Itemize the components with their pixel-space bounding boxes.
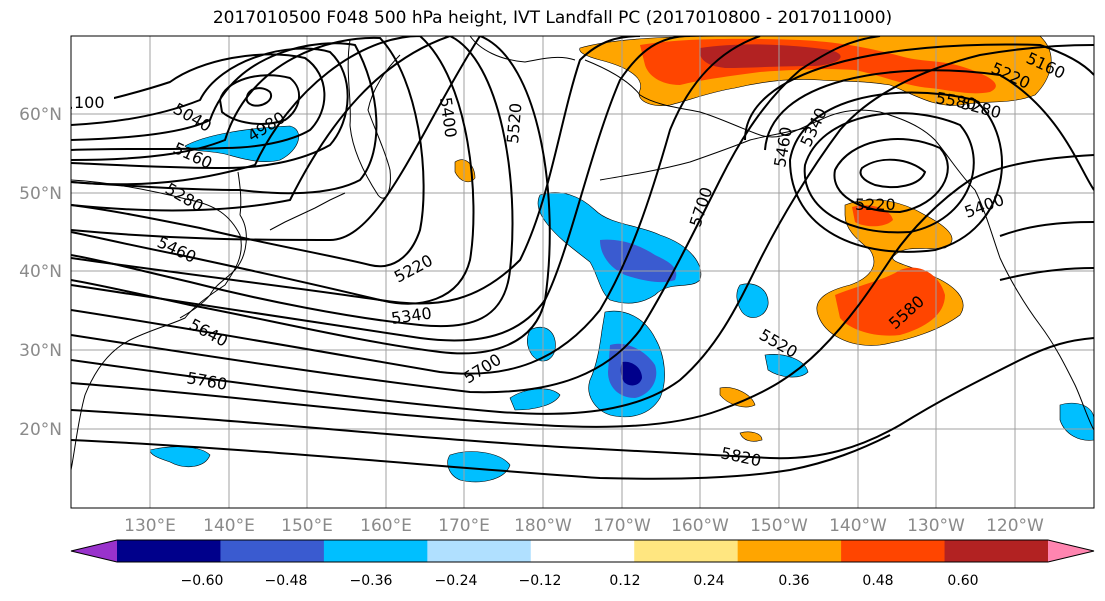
coast-japan — [179, 214, 247, 319]
contour-line — [71, 36, 881, 394]
contour-line — [744, 43, 1094, 141]
contour-line — [788, 91, 1003, 253]
lat-label: 20°N — [19, 420, 62, 440]
contour-line — [764, 69, 1094, 191]
ivt-shade-northeast-pacific-red — [835, 267, 945, 336]
ivt-shade-small-blue-5 — [447, 451, 511, 483]
coast-siberia — [469, 36, 576, 63]
colorbar-tick-label: 0.12 — [609, 573, 640, 589]
lon-label: 140°E — [203, 516, 255, 536]
contour-line — [71, 42, 378, 195]
colorbar-segment — [737, 540, 842, 562]
colorbar-segment — [944, 540, 1049, 562]
lon-label: 140°W — [829, 516, 887, 536]
contour-line — [71, 36, 551, 355]
colorbar-tick-label: −0.48 — [265, 573, 308, 589]
ivt-shade-small-orange-2 — [719, 387, 756, 408]
coast-aleutians — [599, 127, 806, 181]
map-frame — [70, 35, 1095, 509]
coast-kurils — [269, 192, 346, 231]
contour-line — [71, 44, 1094, 415]
ivt-shade-small-orange-3 — [739, 431, 763, 442]
lon-label: 120°W — [986, 516, 1044, 536]
colorbar-tick-label: −0.36 — [350, 573, 393, 589]
colorbar-outline — [70, 539, 1095, 563]
contour-line — [71, 36, 475, 305]
lon-label: 150°E — [281, 516, 333, 536]
lon-label: 180°W — [514, 516, 572, 536]
ivt-shade-small-blue-2 — [509, 388, 561, 411]
lon-label: 170°W — [593, 516, 651, 536]
colorbar: −0.60 −0.48 −0.36 −0.24 −0.12 0.12 0.24 … — [70, 539, 1095, 589]
contour-line — [999, 221, 1094, 237]
coast-asia — [71, 179, 242, 471]
coast-north-america — [974, 189, 1094, 431]
contour-line — [833, 138, 949, 214]
contour-label-5520: 5520 — [503, 102, 525, 144]
map-title: 2017010500 F048 500 hPa height, IVT Land… — [212, 8, 893, 28]
latitude-labels: 60°N 50°N 40°N 30°N 20°N — [19, 105, 62, 440]
lon-label: 150°W — [750, 516, 808, 536]
colorbar-extend-max — [1048, 540, 1094, 562]
lon-label: 130°E — [124, 516, 176, 536]
lat-label: 30°N — [19, 341, 62, 361]
colorbar-segment — [427, 540, 532, 562]
contour-label-100: 100 — [74, 93, 105, 112]
colorbar-tick-label: −0.12 — [519, 573, 562, 589]
contour-line — [71, 36, 514, 328]
colorbar-segment — [841, 540, 946, 562]
contour-line — [71, 36, 761, 375]
contour-line — [245, 87, 273, 107]
coast-alaska — [584, 59, 976, 191]
ivt-shade-small-blue-1 — [526, 326, 556, 362]
lon-label: 130°W — [907, 516, 965, 536]
colorbar-tick-labels: −0.60 −0.48 −0.36 −0.24 −0.12 0.12 0.24 … — [181, 573, 979, 589]
contour-line — [71, 47, 349, 170]
ivt-shade-subtropical-max — [620, 361, 642, 386]
colorbar-extend-min — [71, 540, 117, 562]
contour-line — [71, 434, 891, 480]
colorbar-tick-label: −0.60 — [181, 573, 224, 589]
contour-line — [71, 36, 691, 342]
lat-label: 50°N — [19, 184, 62, 204]
colorbar-tick-label: −0.24 — [435, 573, 478, 589]
contour-line — [71, 36, 641, 305]
colorbar-segment — [634, 540, 739, 562]
contour-line — [859, 158, 927, 189]
colorbar-segment — [117, 540, 221, 562]
ivt-shade-small-blue-7 — [1059, 402, 1094, 441]
lon-label: 160°E — [360, 516, 412, 536]
contour-line — [71, 154, 1094, 428]
colorbar-tick-label: 0.36 — [778, 573, 809, 589]
colorbar-segment — [323, 540, 428, 562]
contour-line — [803, 112, 975, 234]
contour-label-5220: 5220 — [855, 195, 896, 214]
colorbar-segment — [530, 540, 635, 562]
contour-line — [71, 36, 425, 268]
contour-line — [71, 337, 1094, 460]
longitude-labels: 130°E 140°E 150°E 160°E 170°E 180°W 170°… — [124, 516, 1044, 536]
ivt-shade-small-blue-4 — [764, 354, 809, 378]
colorbar-tick-label: 0.24 — [693, 573, 724, 589]
colorbar-segment — [220, 540, 325, 562]
coast-sakhalin — [237, 171, 242, 216]
map-plot-area: 100 5040 4980 5160 5280 5460 5640 5760 5… — [71, 36, 1094, 508]
contour-line — [999, 267, 1094, 281]
lon-label: 160°W — [671, 516, 729, 536]
contour-line — [71, 53, 326, 151]
colorbar-tick-label: 0.48 — [862, 573, 893, 589]
ivt-shade-alaska-darkred — [699, 44, 841, 68]
lat-label: 40°N — [19, 262, 62, 282]
colorbar-tick-label: 0.60 — [947, 573, 978, 589]
height-contours — [71, 36, 1094, 480]
colorbar-segments — [70, 539, 1095, 563]
lat-label: 60°N — [19, 105, 62, 125]
lon-label: 170°E — [438, 516, 490, 536]
